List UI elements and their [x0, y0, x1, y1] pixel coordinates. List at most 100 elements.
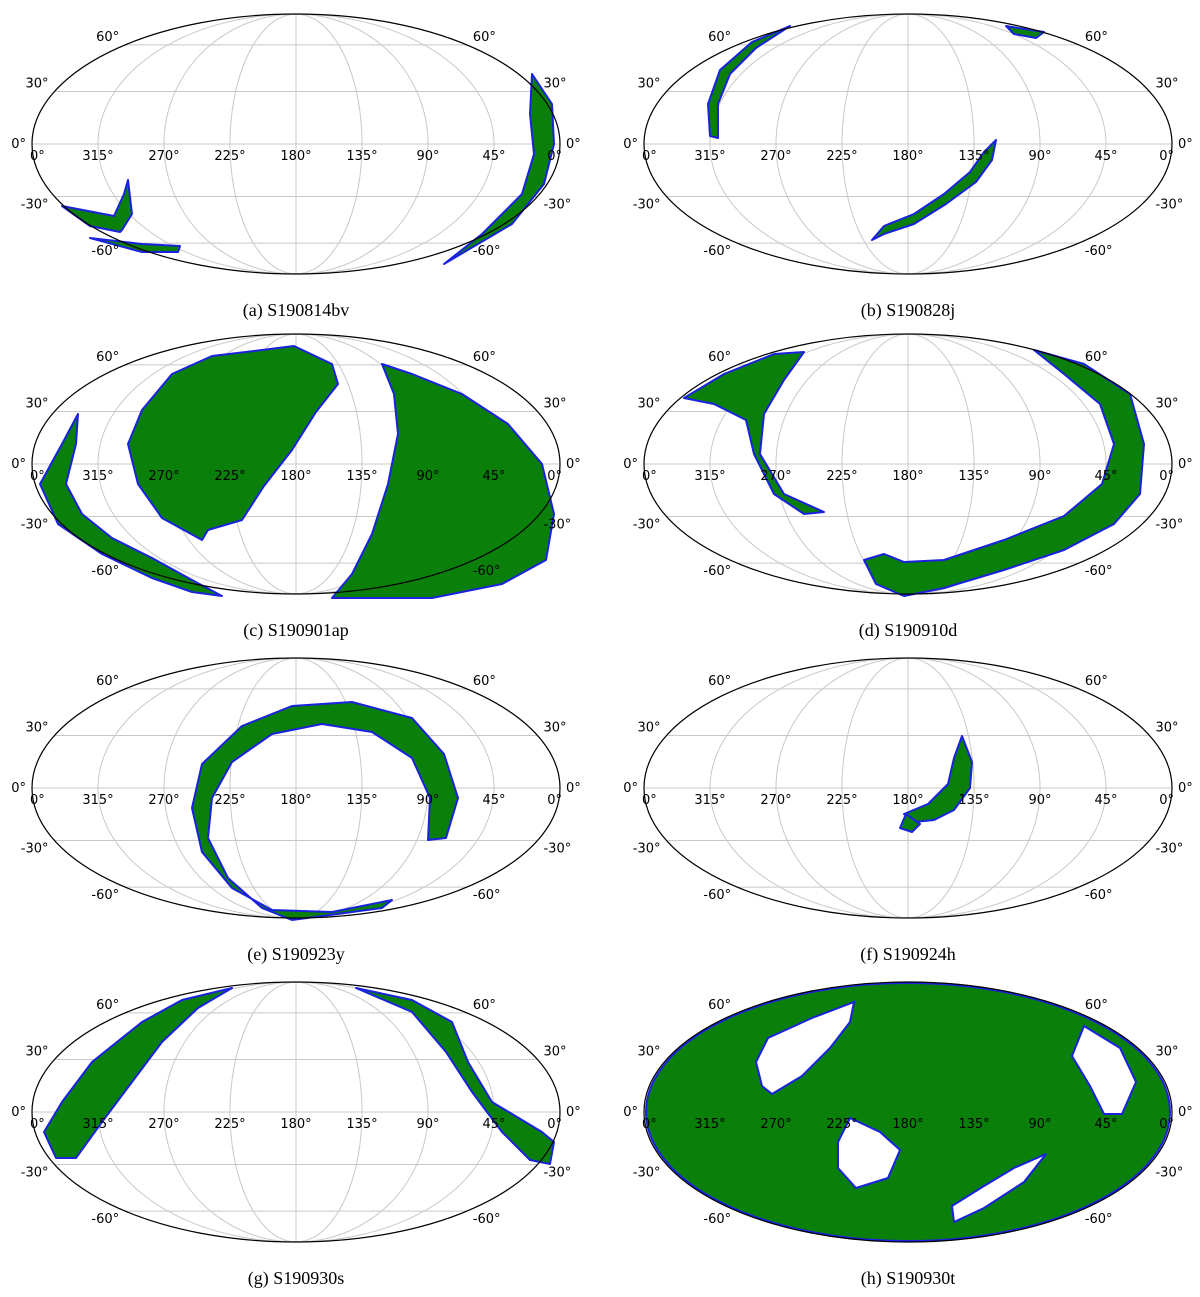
- lat-tick-label-left: 60°: [708, 674, 731, 689]
- lat-tick-label-left: 60°: [96, 674, 119, 689]
- lon-tick-label: 0°: [30, 1117, 45, 1132]
- lon-tick-label: 45°: [1094, 793, 1117, 808]
- lon-tick-label: 270°: [148, 1117, 179, 1132]
- lat-tick-label-right: 60°: [1085, 350, 1108, 365]
- panel-c: [39, 345, 555, 599]
- lat-tick-label-left: -60°: [91, 1212, 119, 1227]
- lon-tick-label: 135°: [346, 1117, 377, 1132]
- lat-tick-label-right: 0°: [566, 137, 581, 152]
- lon-tick-label: 315°: [82, 149, 113, 164]
- lon-tick-label: 0°: [30, 149, 45, 164]
- lon-tick-label: 0°: [30, 469, 45, 484]
- lon-tick-label: 315°: [82, 793, 113, 808]
- lat-tick-label-right: 0°: [566, 457, 581, 472]
- lon-tick-label: 0°: [547, 149, 562, 164]
- panel-annotations: 0° 315° 270° 225° 180° 135° 90° 45° 0° 60° 60° 30° 3…: [11, 657, 581, 965]
- panel-h: [645, 982, 1171, 1242]
- lon-tick-label: 45°: [1094, 149, 1117, 164]
- panel-caption: (a) S190814bv: [243, 300, 350, 321]
- lon-tick-label: 225°: [826, 469, 857, 484]
- lon-tick-label: 315°: [694, 149, 725, 164]
- lat-tick-label-left: 30°: [25, 76, 48, 91]
- lat-tick-label-left: 30°: [637, 76, 660, 91]
- lat-tick-label-right: -30°: [1155, 198, 1183, 213]
- lon-tick-label: 270°: [760, 793, 791, 808]
- lat-tick-label-right: 0°: [566, 1105, 581, 1120]
- lat-tick-label-left: 30°: [637, 1044, 660, 1059]
- lon-tick-label: 180°: [892, 1117, 923, 1132]
- map-frame: [31, 981, 561, 1243]
- lat-tick-label-right: 60°: [473, 350, 496, 365]
- map-frame: [31, 333, 561, 595]
- lon-tick-label: 180°: [280, 149, 311, 164]
- panel-annotations: 0° 315° 270° 225° 180° 135° 90° 45° 0° 60° 60° 30° 3…: [623, 657, 1193, 965]
- lon-tick-label: 225°: [214, 1117, 245, 1132]
- lon-tick-label: 225°: [826, 149, 857, 164]
- panel-a: [61, 73, 555, 265]
- lon-tick-label: 180°: [280, 1117, 311, 1132]
- lat-tick-label-right: 0°: [1178, 457, 1193, 472]
- lon-tick-label: 270°: [148, 149, 179, 164]
- lon-tick-label: 135°: [346, 149, 377, 164]
- lon-tick-label: 45°: [482, 793, 505, 808]
- lon-tick-label: 225°: [214, 469, 245, 484]
- lat-tick-label-left: -60°: [91, 564, 119, 579]
- lat-tick-label-left: -30°: [633, 1166, 661, 1181]
- lat-tick-label-right: 30°: [1155, 720, 1178, 735]
- lat-tick-label-right: -60°: [473, 1212, 501, 1227]
- panel-annotations: 0° 315° 270° 225° 180° 135° 90° 45° 0° 60° 60° 30° 3…: [11, 981, 581, 1289]
- lon-tick-label: 90°: [416, 1117, 439, 1132]
- lon-tick-label: 270°: [760, 469, 791, 484]
- lat-tick-label-left: 30°: [25, 396, 48, 411]
- panel-caption: (c) S190901ap: [243, 620, 348, 641]
- lon-tick-label: 135°: [958, 793, 989, 808]
- lon-tick-label: 180°: [892, 149, 923, 164]
- lon-tick-label: 315°: [694, 1117, 725, 1132]
- lat-tick-label-left: -30°: [21, 518, 49, 533]
- lat-tick-label-left: 60°: [96, 30, 119, 45]
- lat-tick-label-left: -60°: [703, 564, 731, 579]
- lon-tick-label: 270°: [148, 793, 179, 808]
- graticule: [643, 657, 1173, 919]
- region-a-1: [61, 73, 555, 265]
- lat-tick-label-left: 60°: [96, 350, 119, 365]
- lat-tick-label-right: -60°: [1085, 1212, 1113, 1227]
- lon-tick-label: 315°: [82, 1117, 113, 1132]
- region-b-1: [707, 25, 1045, 241]
- region-c-1: [39, 345, 555, 599]
- lon-tick-label: 315°: [694, 469, 725, 484]
- lon-tick-label: 0°: [547, 469, 562, 484]
- lat-tick-label-left: 30°: [637, 720, 660, 735]
- lon-tick-label: 135°: [958, 1117, 989, 1132]
- lat-tick-label-right: 60°: [1085, 30, 1108, 45]
- panel-e: [191, 701, 459, 921]
- lat-tick-label-left: -30°: [21, 842, 49, 857]
- map-frame: [643, 13, 1173, 275]
- lon-tick-label: 270°: [148, 469, 179, 484]
- region-d-1: [683, 349, 1145, 597]
- lat-tick-label-right: 60°: [1085, 674, 1108, 689]
- lat-tick-label-left: -30°: [633, 842, 661, 857]
- lon-tick-label: 0°: [1159, 469, 1174, 484]
- lat-tick-label-left: 0°: [11, 137, 26, 152]
- lon-tick-label: 180°: [280, 793, 311, 808]
- panel-caption: (b) S190828j: [861, 300, 956, 321]
- lat-tick-label-right: -30°: [1155, 1166, 1183, 1181]
- lat-tick-label-right: 30°: [543, 76, 566, 91]
- lon-tick-label: 0°: [642, 1117, 657, 1132]
- lat-tick-label-right: 0°: [1178, 1105, 1193, 1120]
- lat-tick-label-right: 0°: [566, 781, 581, 796]
- lon-tick-label: 45°: [1094, 1117, 1117, 1132]
- lat-tick-label-right: 0°: [1178, 781, 1193, 796]
- lon-tick-label: 45°: [482, 149, 505, 164]
- lon-tick-label: 90°: [416, 793, 439, 808]
- panel-annotations: 0° 315° 270° 225° 180° 135° 90° 45° 0° 60° 60° 30° 3…: [11, 13, 581, 321]
- lat-tick-label-left: 0°: [11, 781, 26, 796]
- lat-tick-label-right: 60°: [473, 674, 496, 689]
- panel-caption: (f) S190924h: [860, 944, 956, 965]
- panel-g: [43, 987, 555, 1165]
- lat-tick-label-right: -30°: [1155, 842, 1183, 857]
- lat-tick-label-left: 0°: [623, 137, 638, 152]
- lon-tick-label: 180°: [892, 793, 923, 808]
- lon-tick-label: 90°: [1028, 469, 1051, 484]
